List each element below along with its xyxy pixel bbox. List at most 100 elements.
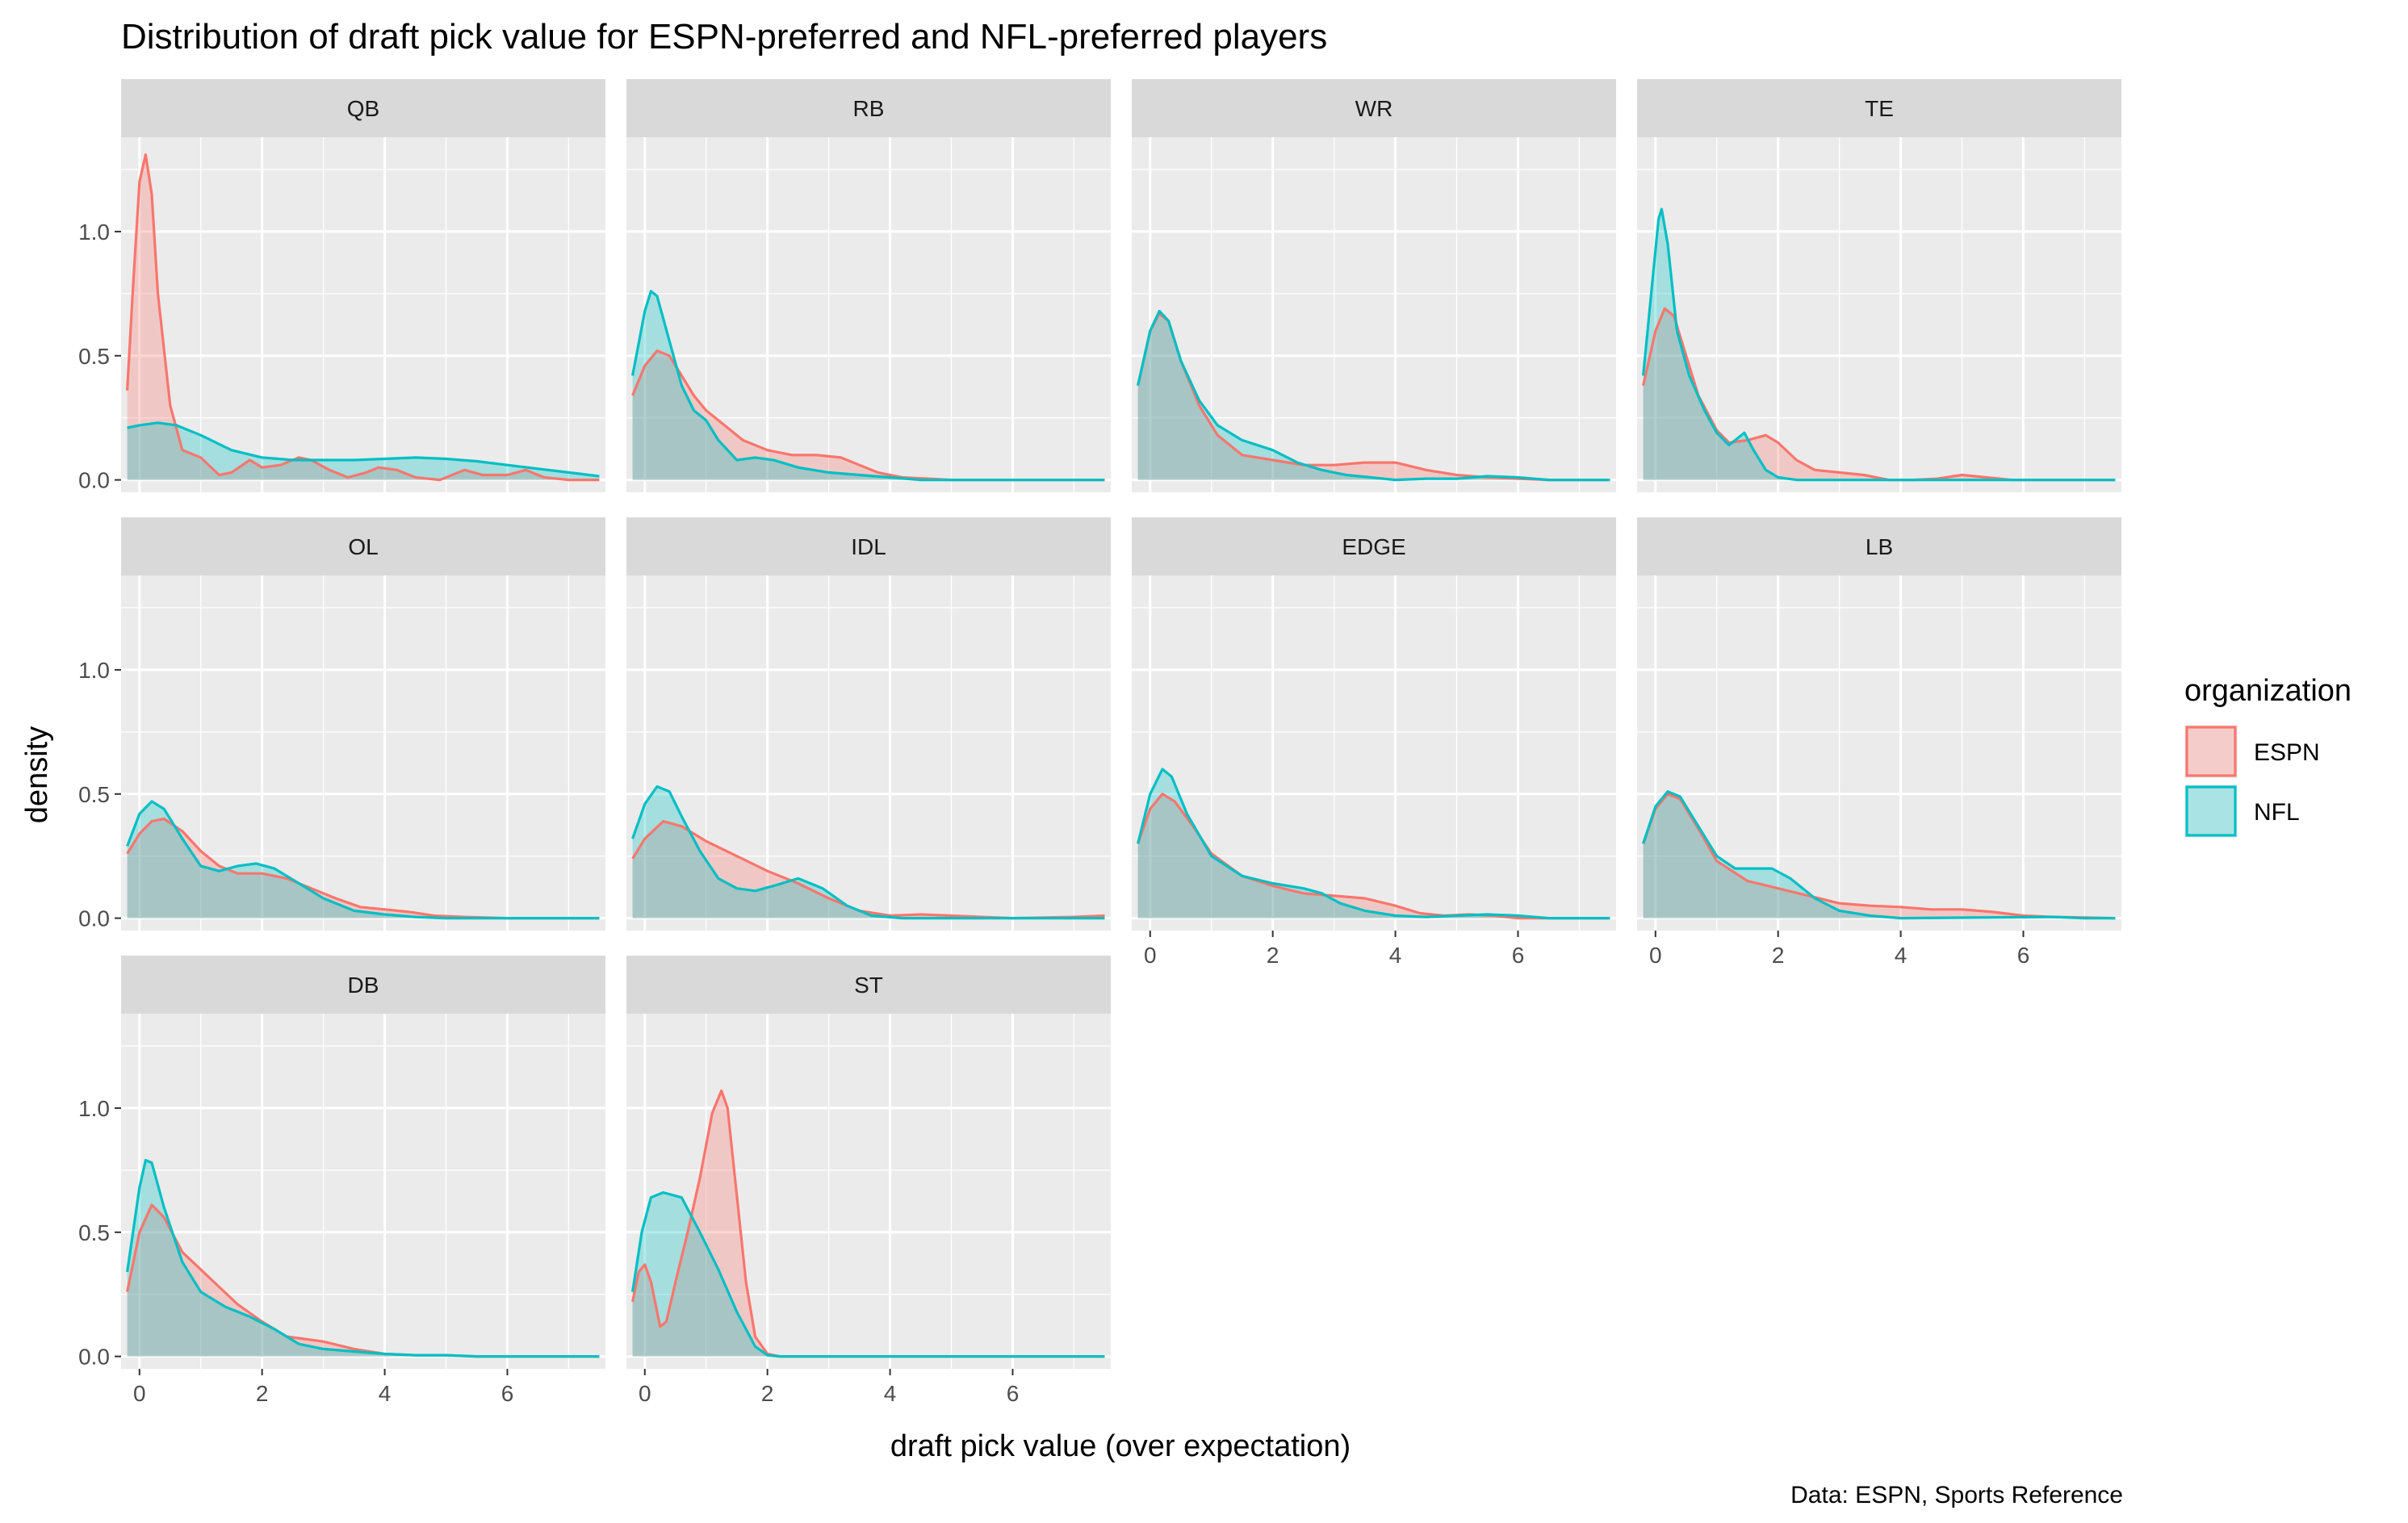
facet-label: DB	[348, 973, 379, 998]
facet-strip	[121, 79, 605, 137]
x-tick-label: 4	[1895, 943, 1908, 968]
x-tick-label: 0	[1144, 943, 1157, 968]
panel-background	[1132, 575, 1616, 931]
x-tick-label: 0	[133, 1381, 146, 1406]
facet-panel-idl: IDL	[626, 517, 1111, 931]
density-line-espn	[631, 1089, 1105, 1358]
density-area-espn	[1643, 793, 2116, 918]
facet-panel-lb: LB 0 2 4 6	[1637, 517, 2121, 968]
facet-strip	[626, 956, 1111, 1014]
x-tick-label: 0	[639, 1381, 651, 1406]
facet-label: TE	[1865, 96, 1894, 121]
density-line-espn	[126, 817, 600, 920]
legend: organization ESPN NFL	[2184, 674, 2351, 838]
x-tick-label: 2	[761, 1381, 774, 1406]
panel-background	[121, 575, 605, 931]
facet-strip	[1637, 517, 2121, 575]
density-area-espn	[127, 154, 600, 480]
density-line-nfl	[1137, 309, 1610, 482]
y-tick-label: 0.0	[78, 906, 110, 931]
x-tick-label: 6	[1007, 1381, 1020, 1406]
x-tick-label: 6	[1512, 943, 1525, 968]
density-line-nfl	[1642, 207, 2116, 482]
legend-key-background	[2184, 725, 2238, 778]
density-line-nfl	[126, 800, 600, 920]
x-tick-label: 6	[2017, 943, 2030, 968]
facet-strip	[121, 956, 605, 1014]
facet-label: ST	[854, 973, 883, 998]
density-area-nfl	[632, 291, 1105, 480]
legend-label: ESPN	[2254, 739, 2320, 766]
x-tick-label: 0	[1649, 943, 1662, 968]
facet-panel-db: DB 0.0 0.5 1.0 0 2 4 6	[78, 956, 605, 1406]
y-axis-title: density	[20, 726, 54, 823]
facet-strip	[121, 517, 605, 575]
legend-key-swatch	[2185, 726, 2237, 777]
density-area-espn	[127, 1204, 600, 1357]
facet-panel-ol: OL 0.0 0.5 1.0	[78, 517, 605, 931]
chart-title: Distribution of draft pick value for ESP…	[121, 17, 1327, 56]
facet-strip	[626, 517, 1111, 575]
y-tick-label: 0.5	[78, 1220, 110, 1245]
facet-panel-te: TE	[1637, 79, 2121, 492]
density-area-nfl	[127, 422, 600, 480]
density-line-espn	[1642, 793, 2116, 920]
x-tick-label: 2	[1267, 943, 1279, 968]
facet-strip	[626, 79, 1111, 137]
panel-background	[1637, 575, 2121, 931]
x-tick-label: 6	[501, 1381, 514, 1406]
density-area-espn	[127, 818, 600, 918]
density-line-nfl	[1642, 790, 2116, 920]
density-area-espn	[1137, 313, 1610, 480]
facet-panel-rb: RB	[626, 79, 1111, 492]
legend-key-background	[2184, 785, 2238, 838]
y-tick-label: 0.5	[78, 344, 110, 369]
density-area-nfl	[127, 801, 600, 918]
x-tick-label: 4	[1389, 943, 1402, 968]
density-line-nfl	[126, 1158, 600, 1358]
y-tick-label: 0.0	[78, 468, 110, 493]
density-area-nfl	[1137, 311, 1610, 480]
legend-item-nfl: NFL	[2184, 785, 2300, 838]
density-area-espn	[1137, 793, 1610, 918]
facet-label: IDL	[851, 534, 886, 559]
facet-panel-st: ST 0 2 4 6	[626, 956, 1111, 1406]
density-area-espn	[632, 821, 1105, 918]
y-tick-label: 0.0	[78, 1345, 110, 1370]
x-axis-title: draft pick value (over expectation)	[890, 1429, 1351, 1463]
facet-panel-edge: EDGE 0 2 4 6	[1132, 517, 1616, 968]
density-line-nfl	[127, 421, 600, 478]
facet-strip	[1637, 79, 2121, 137]
x-tick-label: 2	[256, 1381, 269, 1406]
facet-label: EDGE	[1342, 534, 1405, 559]
density-line-nfl	[631, 1190, 1105, 1358]
legend-title: organization	[2184, 674, 2351, 708]
facet-label: RB	[853, 96, 885, 121]
density-area-nfl	[632, 786, 1105, 918]
panel-background	[626, 575, 1111, 931]
legend-item-espn: ESPN	[2184, 725, 2320, 778]
legend-label: NFL	[2254, 799, 2300, 826]
panel-background	[626, 1014, 1111, 1369]
density-area-nfl	[632, 1192, 1105, 1357]
x-tick-label: 2	[1772, 943, 1785, 968]
facet-label: LB	[1866, 534, 1893, 559]
facet-panel-qb: QB 0.0 0.5 1.0	[78, 79, 605, 493]
density-area-nfl	[1643, 791, 2116, 918]
chart-caption: Data: ESPN, Sports Reference	[1790, 1482, 2123, 1508]
x-tick-label: 4	[884, 1381, 897, 1406]
panel-background	[626, 137, 1111, 492]
y-tick-label: 1.0	[78, 658, 110, 683]
legend-key-swatch	[2185, 785, 2237, 837]
density-area-espn	[632, 350, 1105, 480]
y-tick-label: 1.0	[78, 1096, 110, 1121]
facet-strip	[1132, 517, 1616, 575]
panel-background	[1132, 137, 1616, 492]
y-tick-label: 0.5	[78, 782, 110, 807]
facet-strip	[1132, 79, 1616, 137]
y-tick-label: 1.0	[78, 220, 110, 245]
density-area-nfl	[1643, 209, 2116, 480]
